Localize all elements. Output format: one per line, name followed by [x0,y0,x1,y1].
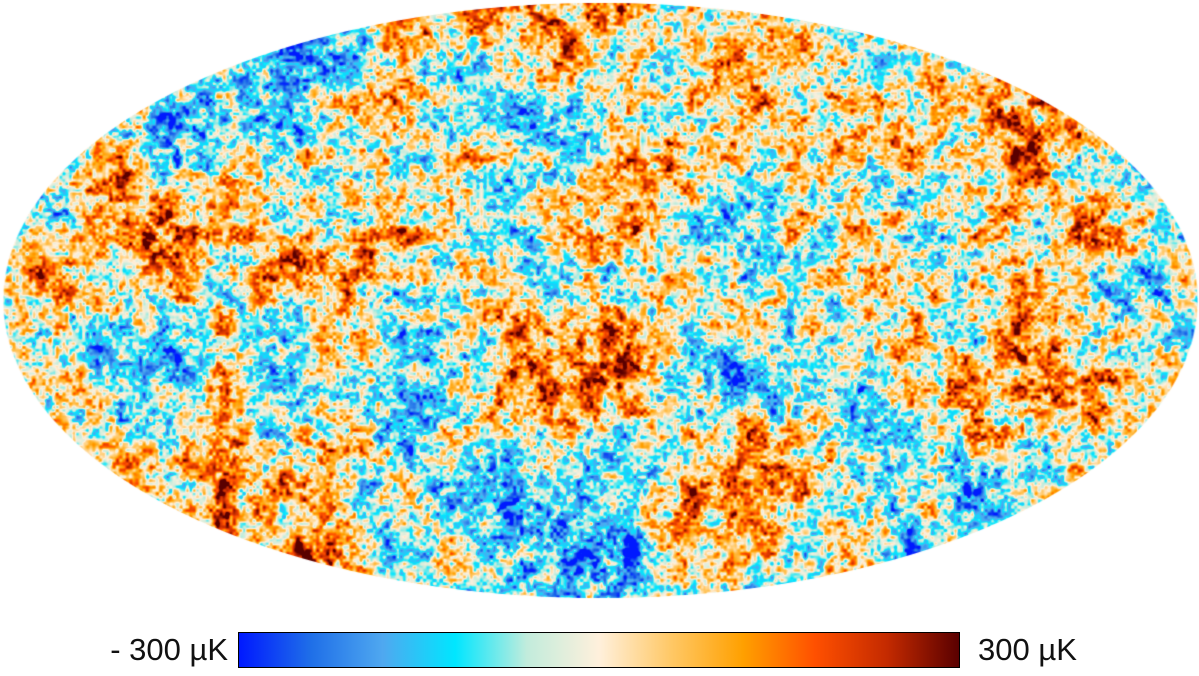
cmb-sky-map [0,0,1199,610]
colorbar-min-label: - 300 µK [110,632,228,667]
colorbar-row: - 300 µK 300 µK [0,630,1199,674]
colorbar-max-label: 300 µK [978,632,1077,667]
temperature-colorbar [238,632,960,668]
